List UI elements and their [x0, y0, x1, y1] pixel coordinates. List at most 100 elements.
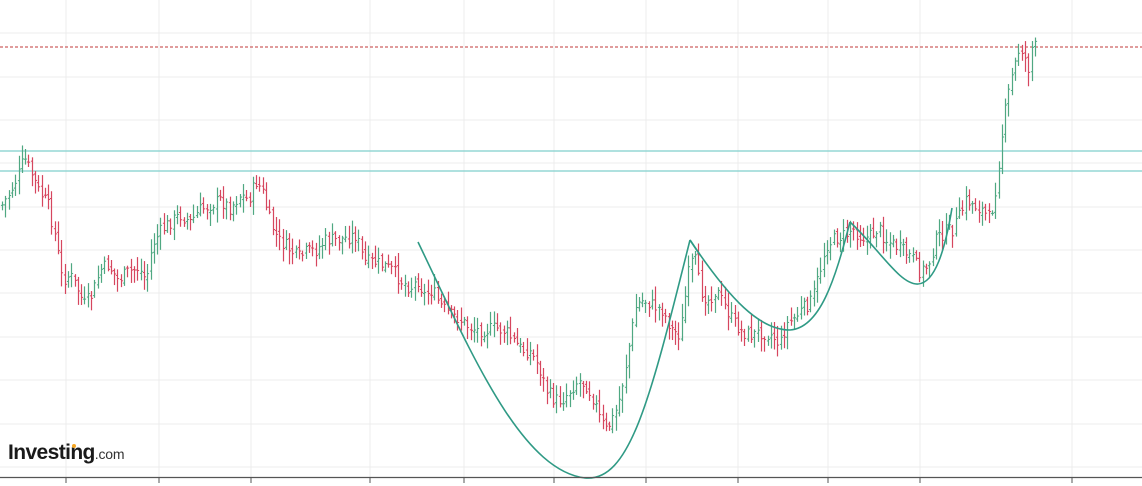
- down-bar: [736, 311, 741, 336]
- up-bar: [1030, 41, 1035, 82]
- down-bar: [188, 213, 193, 231]
- down-bar: [973, 198, 978, 212]
- down-bar: [79, 284, 84, 306]
- down-bar: [1026, 53, 1031, 87]
- down-bar: [782, 322, 787, 349]
- down-bar: [591, 393, 596, 410]
- down-bar: [429, 284, 434, 305]
- up-bar: [158, 217, 163, 250]
- down-bar: [940, 220, 945, 251]
- up-bar: [713, 294, 718, 313]
- up-bar: [238, 194, 243, 208]
- down-bar: [647, 301, 652, 317]
- down-bar: [36, 175, 41, 192]
- up-bar: [317, 235, 322, 260]
- up-bar: [251, 176, 256, 215]
- up-bar: [746, 325, 751, 342]
- down-bar: [267, 199, 272, 215]
- up-bar: [376, 247, 381, 274]
- down-bar: [182, 217, 187, 227]
- down-bar: [597, 389, 602, 423]
- horizontal-annotation-lines[interactable]: [0, 46, 1142, 172]
- up-bar: [1033, 37, 1038, 57]
- up-bar: [20, 145, 25, 173]
- down-bar: [858, 225, 863, 248]
- up-bar: [911, 247, 916, 263]
- up-bar: [693, 250, 698, 265]
- up-bar: [799, 296, 804, 320]
- down-bar: [924, 263, 929, 275]
- down-bar: [254, 175, 259, 190]
- up-bar: [927, 261, 932, 279]
- up-bar: [756, 318, 761, 342]
- up-bar: [578, 373, 583, 397]
- up-bar: [323, 228, 328, 251]
- down-bar: [742, 328, 747, 347]
- down-bar: [700, 260, 705, 302]
- down-bar: [667, 312, 672, 340]
- up-bar: [594, 395, 599, 413]
- up-bar: [614, 404, 619, 431]
- down-bar: [396, 253, 401, 294]
- up-bar: [554, 385, 559, 414]
- down-bar: [512, 332, 517, 343]
- up-bar: [366, 245, 371, 269]
- up-bar: [304, 242, 309, 259]
- up-bar: [152, 233, 157, 264]
- up-bar: [1010, 67, 1015, 96]
- down-bar: [271, 206, 276, 236]
- handle-cup-curve[interactable]: [689, 221, 851, 331]
- up-bar: [340, 235, 345, 255]
- up-bar: [482, 331, 487, 343]
- up-bar: [518, 338, 523, 353]
- up-bar: [175, 205, 180, 225]
- up-bar: [828, 237, 833, 261]
- up-bar: [1013, 57, 1018, 81]
- down-bar: [709, 286, 714, 312]
- up-bar: [17, 155, 22, 195]
- up-bar: [643, 299, 648, 313]
- down-bar: [673, 320, 678, 345]
- up-bar: [624, 354, 629, 394]
- down-bar: [703, 285, 708, 316]
- up-bar: [234, 196, 239, 215]
- down-bar: [871, 217, 876, 239]
- down-bar: [545, 376, 550, 405]
- cup-and-handle-pattern[interactable]: [417, 207, 953, 479]
- up-bar: [488, 311, 493, 336]
- down-bar: [43, 187, 48, 199]
- up-bar: [878, 221, 883, 238]
- down-bar: [469, 323, 474, 341]
- up-bar: [838, 232, 843, 253]
- up-bar: [901, 238, 906, 257]
- down-bar: [290, 238, 295, 265]
- down-bar: [1020, 44, 1025, 61]
- up-bar: [505, 320, 510, 346]
- up-bar: [165, 215, 170, 233]
- down-bar: [719, 280, 724, 306]
- down-bar: [855, 222, 860, 250]
- up-bar: [492, 311, 497, 338]
- down-bar: [835, 228, 840, 248]
- down-bar: [663, 308, 668, 324]
- up-bar: [102, 256, 107, 274]
- ohlc-bars: [0, 37, 1038, 434]
- up-bar: [122, 266, 127, 286]
- down-bar: [168, 218, 173, 235]
- down-bar: [558, 386, 563, 408]
- down-bar: [914, 250, 919, 261]
- down-bar: [337, 235, 342, 251]
- down-bar: [455, 310, 460, 331]
- down-bar: [479, 322, 484, 347]
- small-cup-curve[interactable]: [849, 207, 953, 285]
- down-bar: [287, 233, 292, 265]
- up-bar: [808, 290, 813, 313]
- up-bar: [822, 242, 827, 278]
- down-bar: [162, 213, 167, 235]
- down-bar: [307, 242, 312, 253]
- down-bar: [498, 322, 503, 345]
- up-bar: [99, 263, 104, 283]
- up-bar: [937, 219, 942, 247]
